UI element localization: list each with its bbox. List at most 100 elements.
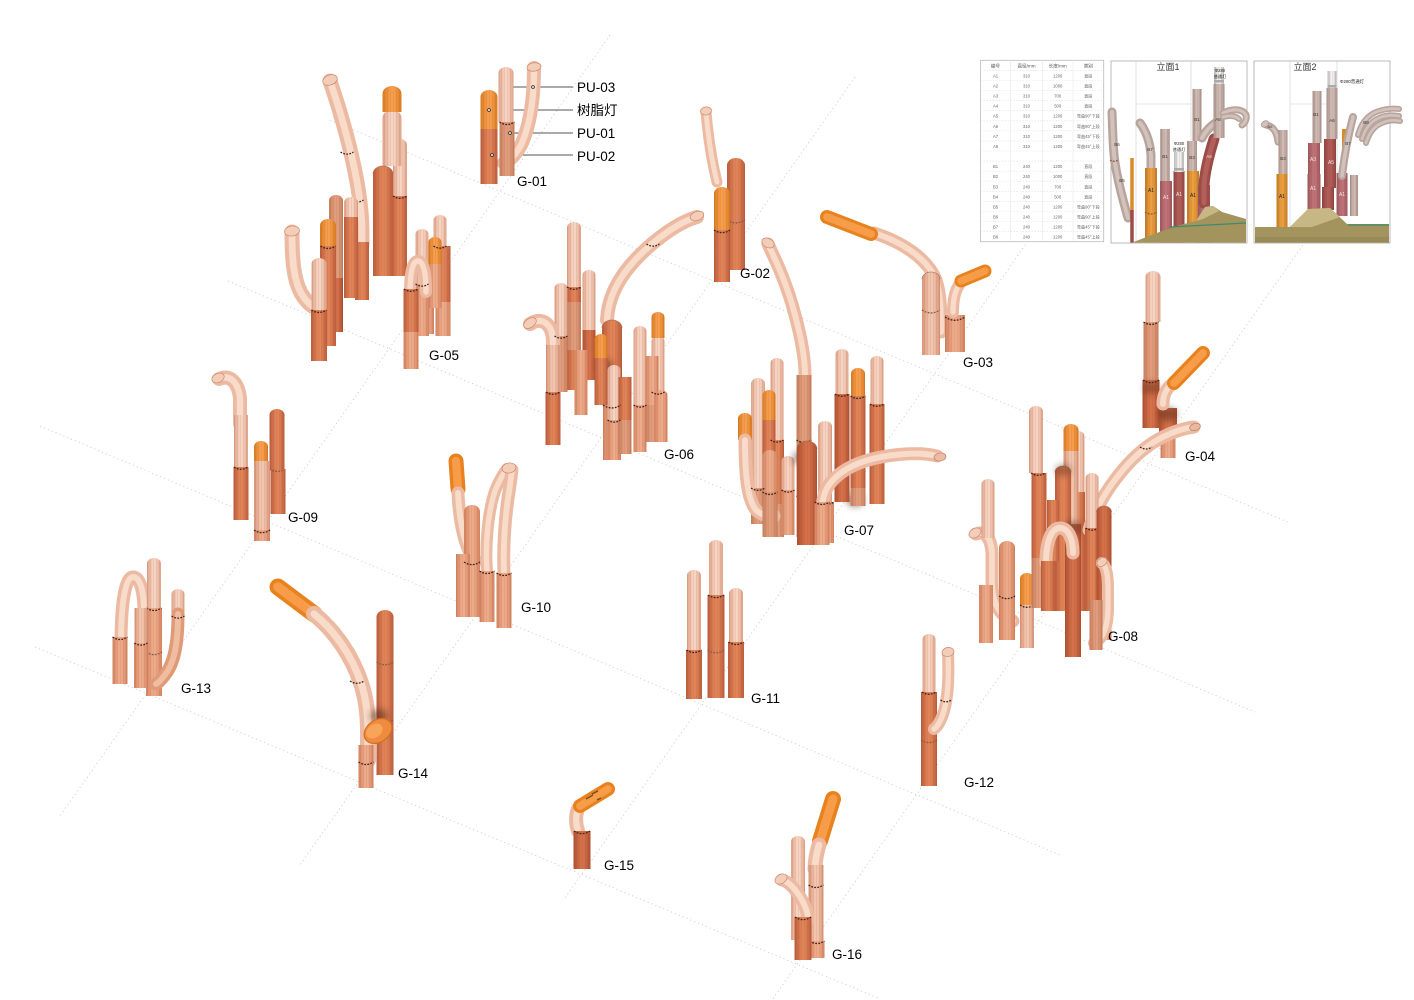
svg-text:A1: A1 (1148, 188, 1154, 194)
svg-text:310: 310 (1023, 84, 1031, 89)
svg-text:树脂灯: 树脂灯 (577, 103, 618, 118)
svg-text:G-05: G-05 (429, 348, 459, 363)
svg-text:A3: A3 (1310, 157, 1316, 163)
svg-text:立面2: 立面2 (1293, 61, 1316, 72)
svg-text:B5: B5 (993, 204, 999, 209)
svg-text:直段: 直段 (1084, 173, 1093, 180)
svg-text:A3: A3 (993, 94, 999, 99)
svg-text:1200: 1200 (1053, 225, 1063, 230)
svg-text:A6: A6 (1329, 118, 1335, 123)
svg-text:1000: 1000 (1053, 84, 1063, 89)
svg-text:G-09: G-09 (288, 510, 318, 525)
svg-text:弯曲90°上段: 弯曲90°上段 (1077, 123, 1101, 130)
svg-text:B8: B8 (993, 235, 999, 240)
svg-text:A5: A5 (1328, 160, 1334, 166)
svg-text:1200: 1200 (1053, 114, 1063, 119)
svg-text:A5: A5 (1215, 117, 1221, 122)
svg-text:310: 310 (1023, 73, 1031, 78)
svg-text:A8: A8 (993, 144, 999, 149)
svg-text:B4: B4 (993, 194, 999, 199)
svg-text:B8: B8 (1363, 120, 1369, 125)
svg-text:直段: 直段 (1084, 193, 1093, 200)
svg-text:G-03: G-03 (963, 355, 993, 370)
svg-text:B6: B6 (1114, 142, 1120, 147)
svg-text:立面1: 立面1 (1156, 61, 1179, 72)
svg-text:弯曲45°上段: 弯曲45°上段 (1077, 234, 1101, 241)
svg-text:G-12: G-12 (964, 775, 994, 790)
svg-text:1000: 1000 (1053, 174, 1063, 179)
svg-text:PU-01: PU-01 (577, 126, 615, 141)
svg-text:A5: A5 (993, 114, 999, 119)
svg-text:Φ280普通灯: Φ280普通灯 (1340, 78, 1365, 85)
svg-text:A1: A1 (1163, 195, 1169, 201)
svg-text:B3: B3 (1189, 155, 1195, 160)
svg-text:B1: B1 (993, 164, 999, 169)
svg-text:PU-02: PU-02 (577, 149, 615, 164)
svg-text:240: 240 (1023, 225, 1031, 230)
svg-text:240: 240 (1023, 235, 1031, 240)
svg-text:G-02: G-02 (740, 266, 770, 281)
svg-text:直段: 直段 (1084, 72, 1093, 79)
svg-text:A1: A1 (1190, 193, 1196, 199)
svg-text:弯曲90°下段: 弯曲90°下段 (1077, 203, 1101, 210)
svg-text:直段: 直段 (1084, 93, 1093, 100)
svg-text:240: 240 (1023, 194, 1031, 199)
svg-text:A1: A1 (1310, 186, 1316, 192)
svg-text:长度/mm: 长度/mm (1049, 63, 1067, 70)
svg-text:A6: A6 (1206, 154, 1212, 159)
svg-text:500: 500 (1054, 194, 1062, 199)
svg-text:G-07: G-07 (844, 523, 874, 538)
svg-text:直径/mm: 直径/mm (1017, 63, 1035, 69)
svg-text:A7: A7 (993, 134, 999, 139)
svg-text:A1: A1 (1339, 192, 1345, 198)
svg-text:1200: 1200 (1053, 144, 1063, 149)
svg-text:G-15: G-15 (604, 858, 634, 873)
svg-text:B7: B7 (1147, 147, 1153, 152)
svg-text:普通灯: 普通灯 (1214, 73, 1227, 80)
svg-text:B7: B7 (993, 225, 999, 230)
svg-text:B3: B3 (1280, 156, 1286, 161)
svg-text:700: 700 (1054, 184, 1062, 189)
svg-text:弯曲45°上段: 弯曲45°上段 (1077, 143, 1101, 150)
svg-text:弯曲45°下段: 弯曲45°下段 (1077, 224, 1101, 231)
svg-text:B1: B1 (1313, 112, 1319, 117)
svg-text:240: 240 (1023, 174, 1031, 179)
svg-text:PU-03: PU-03 (577, 80, 615, 95)
svg-text:弯曲90°上段: 弯曲90°上段 (1077, 214, 1101, 221)
svg-text:310: 310 (1023, 104, 1031, 109)
svg-text:B7: B7 (1345, 141, 1351, 146)
svg-text:1200: 1200 (1053, 235, 1063, 240)
svg-text:B3: B3 (993, 184, 999, 189)
svg-text:B2: B2 (993, 174, 999, 179)
svg-text:G-14: G-14 (398, 766, 429, 781)
svg-text:G-10: G-10 (521, 600, 551, 615)
svg-text:B6: B6 (1268, 124, 1274, 129)
svg-text:A6: A6 (993, 124, 999, 129)
svg-text:310: 310 (1023, 114, 1031, 119)
svg-text:1200: 1200 (1053, 164, 1063, 169)
svg-text:弯曲90°下段: 弯曲90°下段 (1077, 113, 1101, 120)
svg-text:700: 700 (1054, 94, 1062, 99)
svg-text:编号: 编号 (991, 63, 1001, 70)
svg-text:B1: B1 (1194, 117, 1200, 122)
svg-text:500: 500 (1054, 104, 1062, 109)
svg-text:B1: B1 (1162, 154, 1168, 159)
svg-text:A4: A4 (993, 104, 999, 109)
svg-text:240: 240 (1023, 164, 1031, 169)
svg-text:B5: B5 (1119, 178, 1125, 183)
svg-text:240: 240 (1023, 204, 1031, 209)
svg-text:310: 310 (1023, 94, 1031, 99)
svg-text:1200: 1200 (1053, 204, 1063, 209)
svg-text:Φ280: Φ280 (1174, 141, 1185, 146)
svg-text:310: 310 (1023, 134, 1031, 139)
svg-text:G-01: G-01 (517, 174, 547, 189)
svg-text:普通灯: 普通灯 (1173, 146, 1186, 153)
svg-text:A1: A1 (1176, 192, 1182, 198)
svg-text:1200: 1200 (1053, 124, 1063, 129)
svg-text:G-06: G-06 (664, 447, 694, 462)
svg-text:240: 240 (1023, 215, 1031, 220)
svg-text:直段: 直段 (1084, 103, 1093, 110)
svg-text:G-13: G-13 (181, 681, 211, 696)
svg-text:G-11: G-11 (751, 691, 780, 706)
svg-text:310: 310 (1023, 144, 1031, 149)
